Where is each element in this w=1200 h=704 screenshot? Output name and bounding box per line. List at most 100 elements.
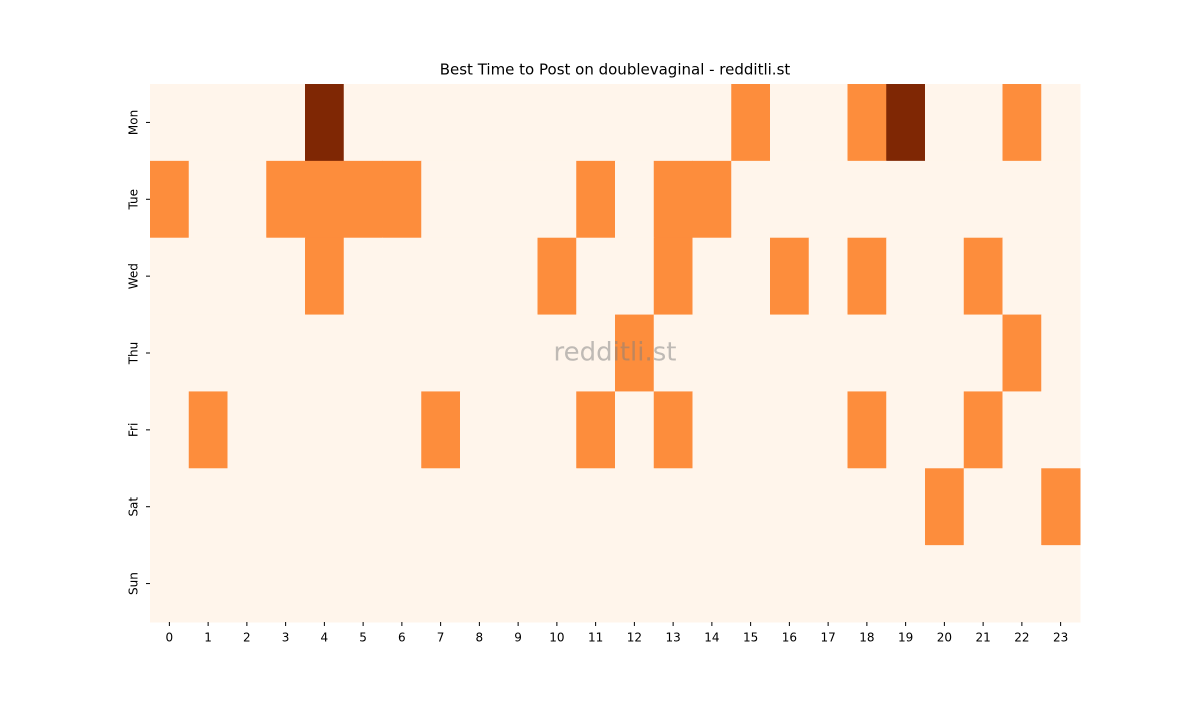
heat-cell — [188, 314, 228, 392]
x-tick-label: 16 — [782, 631, 797, 645]
heat-cell — [1041, 84, 1081, 162]
heat-cell — [498, 468, 538, 546]
heat-cell — [227, 468, 267, 546]
heat-cell — [576, 237, 616, 316]
heat-cell — [150, 468, 190, 546]
heat-cell — [421, 391, 461, 469]
heat-cell — [886, 84, 926, 162]
heat-cell — [498, 545, 538, 623]
heat-cell — [808, 84, 848, 162]
heat-cell — [770, 84, 810, 162]
heat-cell — [537, 84, 577, 162]
heat-cell — [770, 160, 810, 239]
heat-cell — [343, 545, 383, 623]
heat-cell — [653, 314, 693, 392]
heat-cell — [653, 237, 693, 316]
x-tick-label: 11 — [588, 631, 603, 645]
x-tick-label: 9 — [514, 631, 522, 645]
x-tick-label: 1 — [204, 631, 212, 645]
heat-cell — [847, 237, 887, 316]
x-tick-label: 23 — [1053, 631, 1068, 645]
heat-cell — [576, 391, 616, 469]
heat-cell — [963, 84, 1003, 162]
heat-cell — [227, 237, 267, 316]
heat-cell — [925, 84, 965, 162]
heat-cell — [1002, 468, 1042, 546]
heat-cell — [227, 84, 267, 162]
heat-cell — [1041, 314, 1081, 392]
heat-cell — [963, 237, 1003, 316]
heat-cell — [460, 237, 500, 316]
heat-cell — [343, 391, 383, 469]
heat-cell — [266, 160, 306, 239]
heat-cell — [615, 84, 655, 162]
heat-cell — [653, 391, 693, 469]
heat-cell — [731, 314, 771, 392]
heat-cell — [266, 545, 306, 623]
x-tick-label: 14 — [704, 631, 719, 645]
heat-cell — [886, 314, 926, 392]
heat-cell — [305, 545, 345, 623]
heat-cell — [731, 468, 771, 546]
heat-cell — [963, 314, 1003, 392]
heat-cell — [576, 545, 616, 623]
heat-cell — [537, 391, 577, 469]
heat-cell — [615, 237, 655, 316]
heat-cell — [576, 314, 616, 392]
heat-cell — [305, 468, 345, 546]
heat-cell — [305, 84, 345, 162]
x-tick-label: 22 — [1014, 631, 1029, 645]
heat-cell — [847, 160, 887, 239]
y-tick-label: Sat — [127, 497, 141, 517]
heat-cell — [615, 545, 655, 623]
x-tick-label: 20 — [937, 631, 952, 645]
x-tick-label: 18 — [859, 631, 874, 645]
y-tick-label: Thu — [127, 342, 141, 366]
heat-cell — [1041, 160, 1081, 239]
heat-cell — [227, 160, 267, 239]
heat-cell — [1002, 237, 1042, 316]
heat-cell — [692, 314, 732, 392]
heat-cell — [1002, 84, 1042, 162]
heat-cell — [615, 160, 655, 239]
heat-cell — [460, 545, 500, 623]
heat-cell — [305, 160, 345, 239]
heat-cell — [576, 160, 616, 239]
heat-cell — [188, 391, 228, 469]
x-tick-label: 12 — [627, 631, 642, 645]
heat-cell — [731, 391, 771, 469]
heat-cell — [615, 468, 655, 546]
heat-cell — [537, 545, 577, 623]
heat-cell — [266, 237, 306, 316]
heat-cell — [925, 468, 965, 546]
heat-cell — [266, 391, 306, 469]
heat-cell — [150, 314, 190, 392]
heat-cell — [886, 545, 926, 623]
heat-cell — [537, 237, 577, 316]
heat-cell — [460, 160, 500, 239]
heat-cell — [886, 391, 926, 469]
heat-cell — [188, 237, 228, 316]
heat-cell — [460, 468, 500, 546]
heat-cell — [498, 84, 538, 162]
x-tick-label: 7 — [437, 631, 445, 645]
heat-cell — [847, 84, 887, 162]
heat-cell — [925, 314, 965, 392]
heat-cell — [770, 468, 810, 546]
x-tick-label: 17 — [820, 631, 835, 645]
heat-cell — [925, 391, 965, 469]
x-tick-label: 10 — [549, 631, 564, 645]
heat-cell — [770, 237, 810, 316]
heat-cell — [227, 391, 267, 469]
heat-cell — [188, 545, 228, 623]
heat-cell — [615, 314, 655, 392]
x-tick-label: 3 — [282, 631, 290, 645]
y-tick-label: Mon — [127, 110, 141, 135]
chart-title: Best Time to Post on doublevaginal - red… — [440, 61, 791, 79]
heat-cell — [653, 84, 693, 162]
heat-cell — [537, 160, 577, 239]
x-tick-label: 15 — [743, 631, 758, 645]
heat-cell — [266, 84, 306, 162]
x-tick-label: 8 — [476, 631, 484, 645]
heat-cell — [382, 314, 422, 392]
